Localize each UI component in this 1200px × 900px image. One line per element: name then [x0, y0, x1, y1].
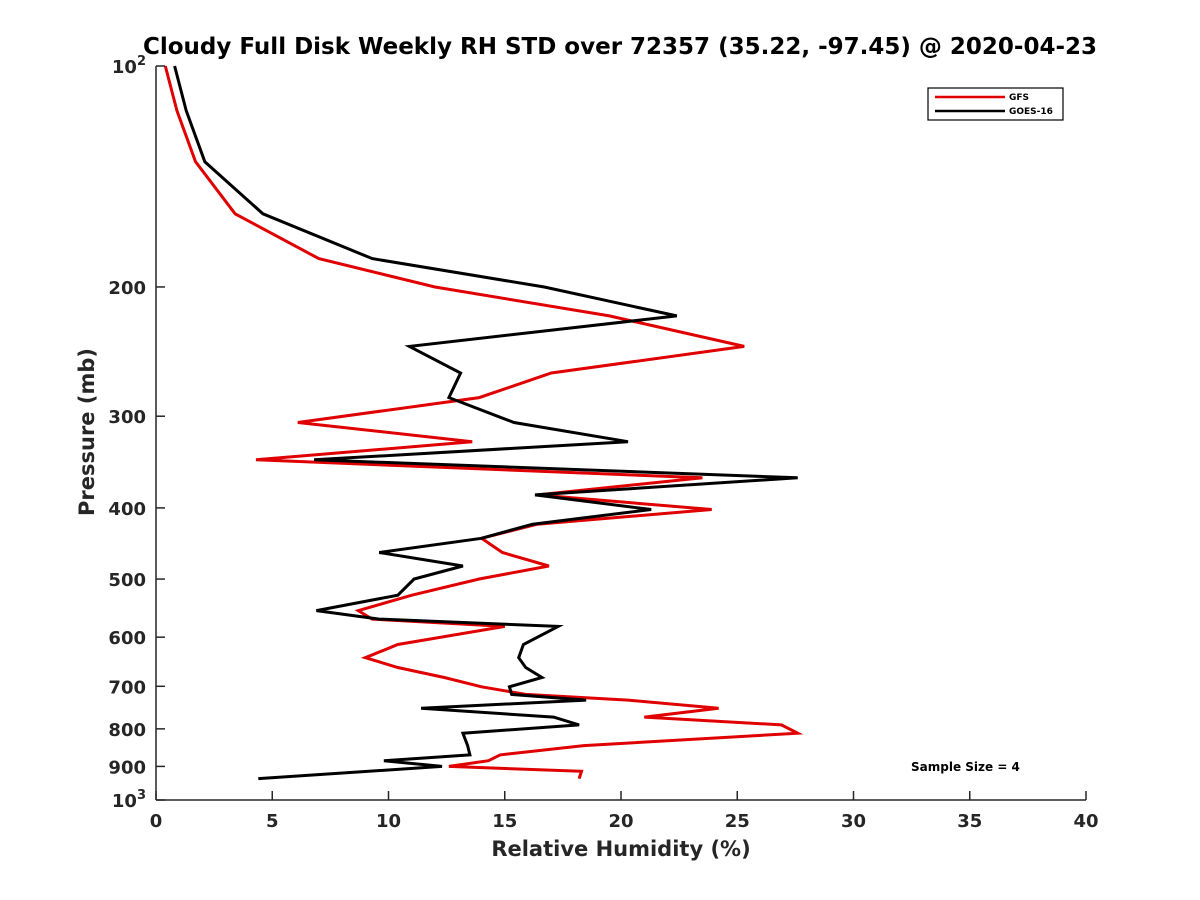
legend-label-goes16: GOES-16	[1009, 107, 1053, 117]
x-tick-label: 20	[608, 811, 633, 832]
x-tick-label: 35	[957, 811, 982, 832]
y-tick-label: 102	[112, 54, 146, 78]
x-tick-label: 25	[725, 811, 750, 832]
y-tick-label: 500	[108, 570, 146, 591]
series-line-gfs	[163, 65, 804, 780]
x-tick-label: 40	[1073, 811, 1098, 832]
y-axis-label: Pressure (mb)	[75, 348, 99, 516]
legend: GFS GOES-16	[927, 87, 1064, 121]
x-tick-label: 10	[376, 811, 401, 832]
y-tick-label: 600	[108, 628, 146, 649]
legend-label-gfs: GFS	[1009, 93, 1029, 103]
chart-title: Cloudy Full Disk Weekly RH STD over 7235…	[143, 34, 1097, 60]
x-axis-label: Relative Humidity (%)	[491, 837, 750, 861]
y-tick-label: 103	[112, 788, 146, 812]
x-tick-label: 30	[841, 811, 866, 832]
y-tick-label: 400	[108, 499, 146, 520]
y-tick-label: 800	[108, 720, 146, 741]
axes	[155, 65, 1087, 801]
y-tick-label: 700	[108, 677, 146, 698]
x-tick-label: 15	[492, 811, 517, 832]
x-tick-label: 5	[266, 811, 279, 832]
y-tick-label: 300	[108, 407, 146, 428]
legend-box	[927, 87, 1064, 121]
series-line-goes16	[173, 65, 798, 781]
y-tick-label: 900	[108, 757, 146, 778]
y-tick-label: 200	[108, 278, 146, 299]
tick-labels: 0 5 10 15 20 25 30 35 40 102 200 300 400 500 600 700 800…	[108, 54, 1098, 832]
x-tick-label: 0	[150, 811, 163, 832]
sample-size-annotation: Sample Size = 4	[911, 760, 1020, 774]
series-lines	[163, 65, 804, 781]
